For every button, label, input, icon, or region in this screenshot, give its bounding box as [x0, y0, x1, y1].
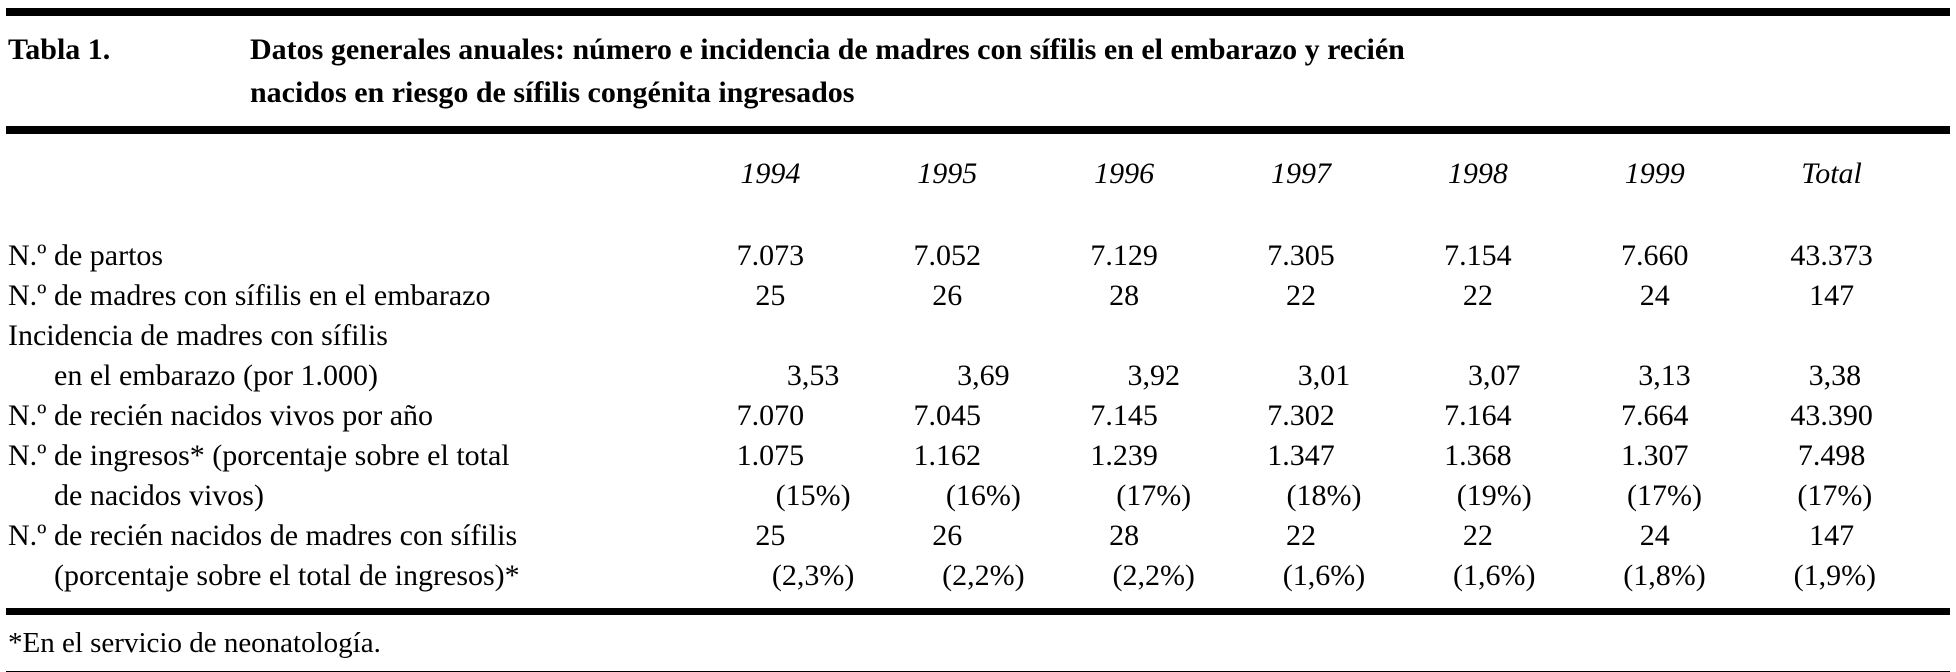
cell-value: 3,92	[1127, 359, 1180, 392]
table-header-row: 1994 1995 1996 1997 1998 1999 Total	[0, 134, 1956, 190]
cell-value: 1.162	[913, 439, 982, 472]
table-row: de nacidos vivos) (15%) (16%) (17%) (18%) (19…	[0, 476, 1956, 516]
cell-value: 7.154	[1444, 239, 1512, 272]
cell-value: 7.164	[1444, 399, 1512, 432]
cell-value: (1,6%)	[1282, 559, 1366, 592]
cell-value: 7.302	[1267, 399, 1335, 432]
column-header-1996: 1996	[1094, 157, 1155, 190]
table-row: N.º de partos 7.073 7.052 7.129 7.305 7.154 7.…	[0, 236, 1956, 276]
cell-value: 26	[932, 519, 963, 552]
cell-value: (19%)	[1456, 479, 1532, 512]
cell-value: (2,2%)	[1112, 559, 1195, 592]
cell-value: 22	[1462, 519, 1493, 552]
cell-value: 26	[932, 279, 963, 312]
cell-value: (17%)	[1627, 479, 1703, 512]
table-row: N.º de ingresos* (porcentaje sobre el to…	[0, 436, 1956, 476]
table-caption-label: Tabla 1.	[8, 33, 111, 66]
cell-value: 3,13	[1638, 359, 1691, 392]
cell-value: 3,01	[1297, 359, 1351, 392]
table-row: N.º de madres con sífilis en el embarazo…	[0, 276, 1956, 316]
row-label: N.º de madres con sífilis en el embarazo	[8, 279, 491, 312]
row-label: N.º de recién nacidos vivos por año	[8, 399, 434, 432]
cell-value: 1.075	[736, 439, 805, 472]
column-header-1997: 1997	[1271, 157, 1331, 190]
cell-value: (2,2%)	[942, 559, 1025, 592]
cell-value: 7.498	[1797, 439, 1866, 472]
cell-value: (17%)	[1116, 479, 1192, 512]
cell-value: 43.373	[1790, 239, 1873, 272]
column-header-1995: 1995	[917, 157, 978, 190]
row-label: N.º de partos	[8, 239, 164, 272]
row-label: Incidencia de madres con sífilis	[8, 319, 388, 352]
cell-value: 7.070	[736, 399, 805, 432]
table-caption-title: Datos generales anuales: número e incide…	[250, 33, 1405, 109]
column-header-1998: 1998	[1447, 157, 1508, 190]
table-row: Incidencia de madres con sífilis	[0, 316, 1956, 356]
cell-value: 1.347	[1267, 439, 1335, 472]
row-label: en el embarazo (por 1.000)	[54, 359, 379, 392]
cell-value: 24	[1639, 279, 1670, 312]
body-footnote-separator-rule	[6, 608, 1950, 615]
cell-value: 7.145	[1090, 399, 1158, 432]
cell-value: (17%)	[1797, 479, 1873, 512]
cell-value: 3,07	[1468, 359, 1521, 392]
cell-value: 22	[1286, 279, 1316, 312]
row-label: (porcentaje sobre el total de ingresos)*	[54, 559, 520, 592]
cell-value: (18%)	[1286, 479, 1362, 512]
cell-value: 7.660	[1620, 239, 1689, 272]
cell-value: (15%)	[775, 479, 851, 512]
table-row: en el embarazo (por 1.000) 3,53 3,69 3,92 3,…	[0, 356, 1956, 396]
table-row: (porcentaje sobre el total de ingresos)*…	[0, 556, 1956, 596]
cell-value: (1,9%)	[1793, 559, 1877, 592]
cell-value: 1.239	[1090, 439, 1158, 472]
table-body: N.º de partos 7.073 7.052 7.129 7.305 7.154 7.…	[0, 236, 1956, 596]
cell-value: 1.368	[1444, 439, 1512, 472]
cell-value: 7.129	[1090, 239, 1158, 272]
cell-value: (2,3%)	[771, 559, 855, 592]
column-header-total: Total	[1801, 157, 1862, 190]
cell-value: 3,69	[957, 359, 1010, 392]
cell-value: 3,53	[786, 359, 840, 392]
cell-value: (16%)	[945, 479, 1021, 512]
row-label: N.º de recién nacidos de madres con sífi…	[8, 519, 518, 552]
cell-value: 28	[1109, 279, 1140, 312]
table-row: N.º de recién nacidos vivos por año 7.070…	[0, 396, 1956, 436]
cell-value: 7.045	[913, 399, 982, 432]
table-row: N.º de recién nacidos de madres con sífi…	[0, 516, 1956, 556]
cell-value: 25	[755, 519, 786, 552]
cell-value: 28	[1109, 519, 1140, 552]
cell-value: (1,6%)	[1453, 559, 1536, 592]
column-header-1994: 1994	[740, 157, 801, 190]
column-header-1999: 1999	[1624, 157, 1685, 190]
cell-value: 7.664	[1620, 399, 1689, 432]
caption-separator-rule	[6, 126, 1950, 134]
cell-value: 24	[1639, 519, 1670, 552]
cell-value: 7.305	[1267, 239, 1335, 272]
cell-value: 147	[1809, 519, 1855, 552]
cell-value: 25	[755, 279, 786, 312]
cell-value: 147	[1809, 279, 1855, 312]
cell-value: 43.390	[1790, 399, 1873, 432]
top-rule	[6, 8, 1950, 16]
cell-value: 22	[1286, 519, 1316, 552]
row-label: N.º de ingresos* (porcentaje sobre el to…	[8, 439, 510, 472]
cell-value: 1.307	[1620, 439, 1689, 472]
footnote-text: *En el servicio de neonatología.	[8, 627, 381, 659]
cell-value: 22	[1462, 279, 1493, 312]
cell-value: 7.052	[913, 239, 982, 272]
table-caption: Tabla 1. Datos generales anuales: número…	[0, 16, 1956, 126]
row-label: de nacidos vivos)	[54, 479, 264, 512]
cell-value: 3,38	[1808, 359, 1862, 392]
cell-value: 7.073	[736, 239, 805, 272]
cell-value: (1,8%)	[1623, 559, 1706, 592]
